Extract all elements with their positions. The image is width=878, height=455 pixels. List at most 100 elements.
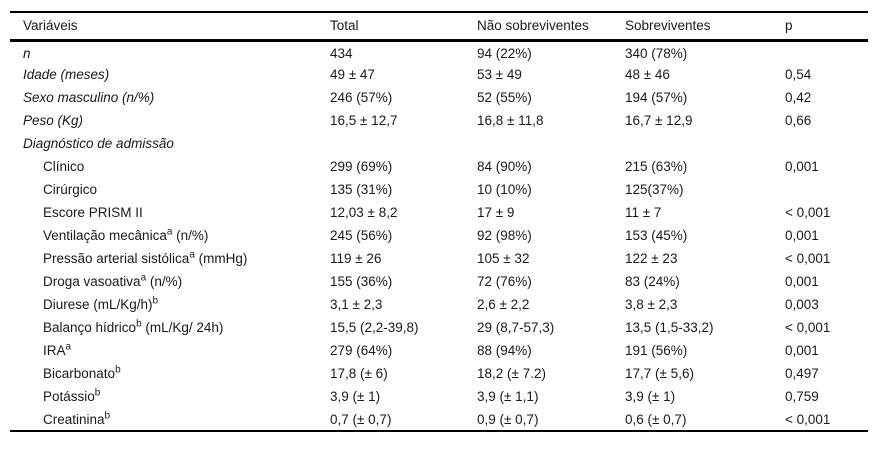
cell-total: 3,1 ± 2,3 [330,297,383,312]
cell-nao-sobreviventes: 16,8 ± 11,8 [477,113,544,128]
cell-sobreviventes: 13,5 (1,5-33,2) [625,320,714,335]
table-row: Pressão arterial sistólicaa (mmHg) 119 ± … [10,247,868,270]
cell-p [785,40,868,63]
table-row: Creatininab 0,7 (± 0,7) 0,9 (± 0,7) 0,6 (± … [10,408,868,431]
cell-total: 434 [330,46,353,62]
table-row: Idade (meses) 49 ± 47 53 ± 49 48 ± 46 0,54 [10,63,868,86]
cell-p: 0,003 [785,297,819,312]
cell-total: 12,03 ± 8,2 [330,205,398,220]
cell-total: 15,5 (2,2-39,8) [330,320,419,335]
table-row: n 434 94 (22%) 340 (78%) [10,40,868,63]
table-row: IRAa 279 (64%) 88 (94%) 191 (56%) 0,001 [10,339,868,362]
cell-sobreviventes: 83 (24%) [625,274,680,289]
cell-p: 0,66 [785,113,812,128]
row-label: Bicarbonatob [43,364,121,381]
clinical-variables-table: Variáveis Total Não sobreviventes Sobrev… [10,11,868,432]
table-row: Sexo masculino (n/%) 246 (57%) 52 (55%) 194… [10,86,868,109]
row-label: Droga vasoativaa (n/%) [43,272,183,289]
cell-p: < 0,001 [785,251,831,266]
cell-nao-sobreviventes: 10 (10%) [477,182,532,197]
cell-nao-sobreviventes [477,132,625,155]
cell-p: 0,497 [785,366,819,381]
cell-total: 119 ± 26 [330,251,382,266]
cell-sobreviventes: 3,9 (± 1) [625,389,676,404]
cell-p: 0,001 [785,343,819,358]
cell-p: 0,001 [785,274,819,289]
cell-sobreviventes: 11 ± 7 [625,205,662,220]
cell-p: < 0,001 [785,320,831,335]
cell-total: 3,9 (± 1) [330,389,381,404]
cell-total: 279 (64%) [330,343,393,358]
cell-total: 245 (56%) [330,228,393,243]
table-header: Variáveis Total Não sobreviventes Sobrev… [10,12,868,42]
cell-sobreviventes: 17,7 (± 5,6) [625,366,694,381]
cell-sobreviventes: 194 (57%) [625,90,688,105]
row-label: Clínico [43,159,85,174]
row-label: Escore PRISM II [43,205,143,220]
row-label: Cirúrgico [43,182,98,197]
cell-nao-sobreviventes: 17 ± 9 [477,205,515,220]
footnote-marker: a [166,226,173,238]
table-row: Clínico 299 (69%) 84 (90%) 215 (63%) 0,001 [10,155,868,178]
cell-nao-sobreviventes: 92 (98%) [477,228,532,243]
cell-nao-sobreviventes: 2,6 ± 2,2 [477,297,530,312]
table-row: Peso (Kg) 16,5 ± 12,7 16,8 ± 11,8 16,7 ± 12… [10,109,868,132]
row-label: n [23,46,31,62]
cell-total: 299 (69%) [330,159,393,174]
table-row: Bicarbonatob 17,8 (± 6) 18,2 (± 7.2) 17,7 (… [10,362,868,385]
footnote-marker: a [65,341,72,353]
row-label: IRAa [43,341,72,358]
row-label: Balanço hídricob (mL/Kg/ 24h) [43,318,224,335]
cell-nao-sobreviventes: 18,2 (± 7.2) [477,366,546,381]
cell-sobreviventes: 16,7 ± 12,9 [625,113,693,128]
cell-p [785,132,868,155]
table-row: Potássiob 3,9 (± 1) 3,9 (± 1,1) 3,9 (± 1) 0,… [10,385,868,408]
row-label: Creatininab [43,410,111,427]
table-body: n 434 94 (22%) 340 (78%) Idade (meses) 49 ± 4… [10,40,868,431]
cell-p: 0,759 [785,389,819,404]
cell-total: 17,8 (± 6) [330,366,388,381]
cell-total: 16,5 ± 12,7 [330,113,398,128]
cell-total [330,132,477,155]
cell-nao-sobreviventes: 3,9 (± 1,1) [477,389,539,404]
cell-sobreviventes: 125(37%) [625,182,684,197]
table-row: Ventilação mecânicaa (n/%) 245 (56%) 92 (9… [10,224,868,247]
cell-p: 0,001 [785,159,819,174]
cell-sobreviventes: 215 (63%) [625,159,688,174]
footnote-marker: b [136,318,142,330]
cell-nao-sobreviventes: 84 (90%) [477,159,532,174]
table-row: Diurese (mL/Kg/h)b 3,1 ± 2,3 2,6 ± 2,2 3,8 … [10,293,868,316]
cell-nao-sobreviventes: 53 ± 49 [477,67,522,82]
footnote-marker: a [140,272,147,284]
cell-nao-sobreviventes: 105 ± 32 [477,251,530,266]
cell-sobreviventes: 191 (56%) [625,343,688,358]
footnote-marker: b [94,387,101,399]
row-label: Sexo masculino (n/%) [23,90,155,105]
header-row: Variáveis Total Não sobreviventes Sobrev… [10,12,868,42]
column-header-p: p [785,12,868,42]
cell-nao-sobreviventes: 94 (22%) [477,46,532,62]
column-header-total: Total [330,12,477,42]
cell-nao-sobreviventes: 0,9 (± 0,7) [477,411,539,427]
table-row: Balanço hídricob (mL/Kg/ 24h) 15,5 (2,2-3… [10,316,868,339]
row-label: Peso (Kg) [23,113,84,128]
row-label: Ventilação mecânicaa (n/%) [43,226,209,243]
column-header-sobreviventes: Sobreviventes [625,12,785,42]
cell-sobreviventes: 0,6 (± 0,7) [625,411,687,427]
cell-total: 49 ± 47 [330,67,375,82]
cell-nao-sobreviventes: 88 (94%) [477,343,532,358]
cell-total: 155 (36%) [330,274,393,289]
cell-total: 0,7 (± 0,7) [330,411,392,427]
cell-total: 135 (31%) [330,182,393,197]
cell-p: < 0,001 [785,205,831,220]
cell-p: 0,001 [785,228,819,243]
table-row: Diagnóstico de admissão [10,132,868,155]
column-header-nao-sobreviventes: Não sobreviventes [477,12,625,42]
table-row: Escore PRISM II 12,03 ± 8,2 17 ± 9 11 ± 7 < … [10,201,868,224]
cell-sobreviventes: 340 (78%) [625,46,688,62]
column-header-variaveis: Variáveis [10,12,330,42]
footnote-marker: a [189,249,195,261]
footnote-marker: b [152,295,159,307]
cell-p: < 0,001 [785,411,831,427]
footnote-marker: b [104,410,111,421]
